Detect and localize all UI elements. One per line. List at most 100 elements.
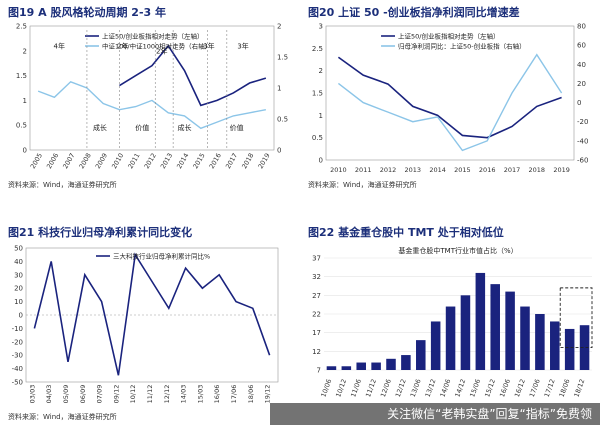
x-tick-label: 2009 [94, 152, 109, 170]
panel-tmt-share: 图22 基金重仓股中 TMT 处于相对低位 7 12 17 22 27 32 37 基金重仓股… [300, 220, 600, 425]
y-tick-left: 1 [23, 97, 27, 105]
y-tick-right: 1 [277, 85, 281, 93]
y-tick: 17 [312, 329, 321, 337]
y-tick-right: -20 [577, 118, 588, 126]
bar [430, 321, 441, 370]
panel-title: 图19 A 股风格轮动周期 2-3 年 [8, 6, 167, 19]
x-tick-label: 2012 [143, 152, 158, 170]
x-tick-label: 16/06 [498, 378, 512, 398]
bar [460, 295, 471, 370]
x-tick-label: 12/12 [394, 378, 408, 398]
x-tick-label: 03/03 [28, 385, 36, 404]
bar [386, 358, 396, 370]
plot-frame [29, 25, 275, 151]
x-tick-label: 2018 [240, 152, 255, 170]
x-tick-label: 2008 [78, 152, 93, 170]
bar [416, 340, 426, 370]
x-tick-label: 04/03 [45, 385, 53, 404]
series-line-1 [337, 56, 562, 139]
bar [326, 366, 337, 370]
x-tick-label: 10/12 [129, 385, 137, 404]
y-tick-left: 0 [23, 147, 27, 155]
x-tick-label: 19/12 [264, 385, 272, 404]
y-tick: -30 [12, 352, 23, 360]
annotation-label: 2年 [117, 41, 128, 50]
x-tick-label: 11/06 [349, 378, 363, 398]
annotation-label: 成长 [93, 123, 107, 132]
series-label: 基金重仓股中TMT行业市值占比（%） [398, 246, 517, 255]
series-line-2 [337, 53, 563, 152]
bar [401, 355, 411, 370]
bar [535, 314, 545, 370]
x-tick-label: 2018 [529, 166, 546, 174]
y-tick-right: 0.5 [277, 116, 288, 124]
x-tick-label: 16/06 [213, 385, 221, 404]
annotation-label: 4年 [54, 41, 65, 50]
y-tick-right: 40 [577, 61, 586, 69]
bar [356, 362, 366, 370]
x-tick-label: 2019 [553, 166, 570, 174]
x-tick-label: 2007 [61, 152, 76, 170]
x-tick-label: 2015 [191, 152, 206, 170]
series-line [33, 252, 271, 376]
series-line-1 [119, 44, 267, 107]
source-note: 资料来源：Wind，海通证券研究所 [8, 181, 117, 189]
panel-tech-profit: 图21 科技行业归母净利累计同比变化 -50 -40 -30 -20 -10 0 10 20 3… [0, 220, 300, 425]
plot-frame [325, 25, 575, 161]
legend-label: 三大科技行业归母净利累计同比% [113, 252, 210, 261]
x-tick-label: 12/12 [163, 385, 171, 404]
source-note: 资料来源：Wind，海通证券研究所 [8, 413, 117, 421]
x-tick-label: 2006 [45, 152, 60, 170]
annotation-label: 3年 [203, 41, 214, 50]
y-tick: -40 [12, 365, 23, 373]
watermark-banner: 关注微信“老韩实盘”回复“指标”免费领 [270, 403, 600, 425]
y-tick: 7 [317, 367, 321, 375]
panel-title: 图21 科技行业归母净利累计同比变化 [8, 226, 193, 239]
x-tick-label: 14/12 [453, 378, 467, 398]
y-tick-left: 2 [23, 47, 27, 55]
bar [579, 325, 590, 370]
y-tick: 22 [312, 311, 321, 319]
chart-profit-growth-gap: 0 0.5 1 1.5 2 2.5 3 -60 -40 -20 0 20 40 60 80 2010 2011 2… [312, 23, 589, 175]
source-note: 资料来源：Wind，海通证券研究所 [308, 181, 417, 189]
y-tick: 20 [14, 285, 23, 293]
highlight-box [559, 287, 593, 349]
x-tick-label: 2011 [126, 152, 141, 170]
x-tick-label: 17/12 [543, 378, 557, 398]
y-tick-left: 0 [319, 157, 323, 165]
x-tick-label: 2010 [110, 152, 125, 170]
legend-label: 上证50/创业板指相对走势（左轴） [102, 32, 203, 41]
x-tick-label: 11/12 [364, 378, 378, 398]
y-tick-left: 0.5 [16, 122, 27, 130]
x-tick-label: 06/09 [79, 385, 87, 404]
y-tick-right: -40 [577, 137, 588, 145]
x-tick-label: 2014 [429, 166, 446, 174]
y-tick: 40 [14, 258, 23, 266]
y-tick-right: 0 [277, 147, 281, 155]
x-tick-label: 16/12 [513, 378, 527, 398]
bar [520, 306, 530, 370]
y-tick: 0 [19, 312, 23, 320]
x-tick-label: 09/12 [112, 385, 120, 404]
x-tick-label: 13/12 [424, 378, 438, 398]
x-tick-label: 10/06 [319, 378, 333, 398]
x-tick-label: 2005 [29, 152, 44, 170]
bar [445, 306, 456, 370]
x-tick-label: 18/06 [558, 378, 572, 398]
chart-tmt-share: 7 12 17 22 27 32 37 基金重仓股中TMT行业市值占比（%） 10/06 10/1… [312, 246, 593, 398]
x-tick-label: 15/03 [196, 385, 204, 404]
x-tick-label: 17/06 [230, 385, 238, 404]
y-tick: 37 [312, 255, 321, 263]
x-tick-label: 2010 [330, 166, 347, 174]
x-tick-label: 2019 [257, 152, 272, 170]
annotation-label: 2年 [156, 46, 167, 55]
legend-label: 上证50/创业板指相对走势（左轴） [398, 32, 499, 41]
y-tick: -50 [12, 379, 23, 387]
x-tick-label: 2017 [224, 152, 239, 170]
y-tick-left: 1.5 [312, 90, 323, 98]
x-tick-label: 12/06 [379, 378, 393, 398]
bar [371, 362, 381, 370]
x-tick-label: 15/12 [483, 378, 497, 398]
panel-title: 图22 基金重仓股中 TMT 处于相对低位 [308, 226, 504, 239]
x-tick-label: 07/09 [96, 385, 104, 404]
